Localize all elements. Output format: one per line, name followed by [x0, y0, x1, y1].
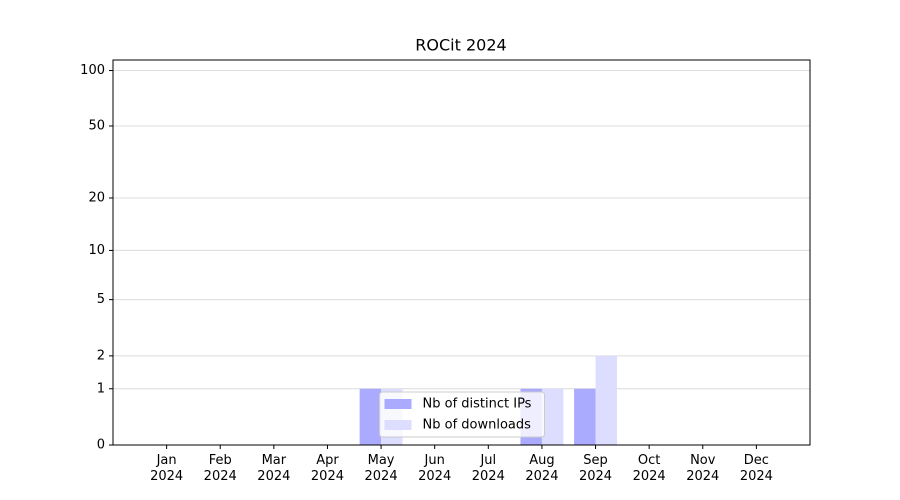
bar: [574, 388, 596, 445]
legend-label: Nb of distinct IPs: [423, 397, 532, 412]
x-tick-label: Dec 2024: [739, 453, 773, 484]
y-tick-label: 10: [88, 243, 105, 258]
y-tick-label: 2: [97, 348, 105, 363]
grid: [113, 70, 810, 446]
x-tick-label: Nov 2024: [686, 453, 720, 484]
legend-swatch: [384, 420, 412, 430]
plot-frame: [112, 59, 811, 446]
y-tick-label: 50: [88, 118, 105, 133]
y-tick-label: 5: [97, 292, 105, 307]
legend-swatch: [384, 399, 412, 409]
x-tick-label: Jun 2024: [418, 453, 452, 484]
x-tick-label: Oct 2024: [632, 453, 666, 484]
y-tick-label: 1: [97, 381, 105, 396]
x-tick-label: Apr 2024: [310, 453, 344, 484]
bar: [541, 388, 564, 445]
x-tick-label: Feb 2024: [203, 453, 237, 484]
legend-box: [379, 391, 545, 438]
x-tick-label: Sep 2024: [578, 453, 613, 484]
y-tick-label: 100: [80, 63, 105, 78]
legend-label: Nb of downloads: [423, 418, 532, 433]
bar: [595, 355, 617, 445]
y-tick-label: 0: [97, 438, 105, 453]
x-tick-label: Jul 2024: [471, 453, 505, 484]
y-tick-label: 20: [88, 190, 105, 205]
x-tick-label: Aug 2024: [525, 453, 559, 484]
x-tick-label: Jan 2024: [150, 453, 184, 484]
legend: Nb of distinct IPs Nb of downloads: [379, 391, 545, 438]
x-tick-label: May 2024: [364, 453, 398, 484]
x-tick-label: Mar 2024: [257, 453, 291, 484]
bar: [359, 388, 382, 445]
chart-title: ROCit 2024: [415, 36, 506, 55]
